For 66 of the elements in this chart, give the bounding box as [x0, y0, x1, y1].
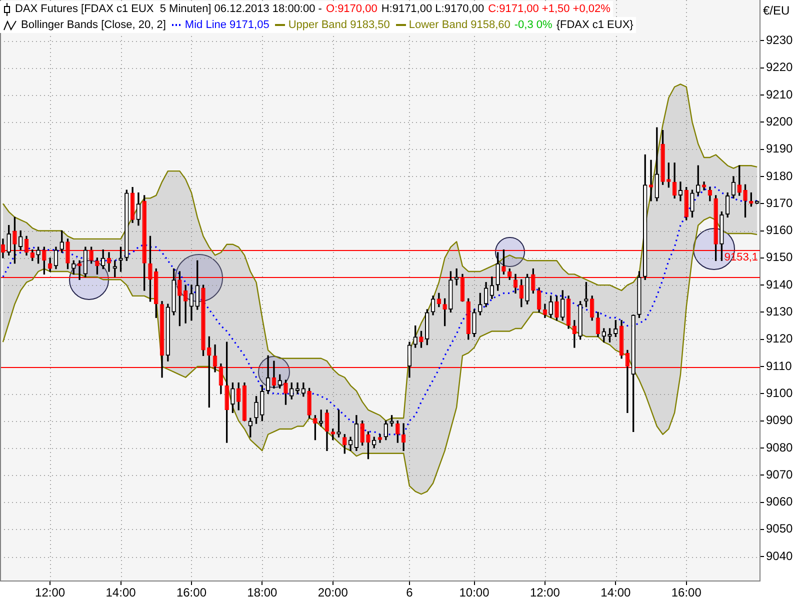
candlestick [690, 190, 694, 218]
legend-label: Mid Line 9171,05 [184, 18, 270, 33]
text: Bollinger Bands [Close, 20, 2] [21, 18, 166, 33]
y-tick-label: 9150 [766, 250, 794, 264]
x-tick-label: 10:00 [459, 586, 490, 600]
candlestick [584, 282, 588, 308]
x-tick-label: 14:00 [106, 586, 136, 600]
y-tick-label: 9210 [766, 87, 794, 102]
x-tick-label: 12:00 [530, 586, 560, 600]
candlestick [313, 415, 318, 440]
x-tick-label: 16:00 [671, 586, 702, 600]
candlestick [637, 271, 642, 318]
annotation: H:9171,00 L:9170,00 [381, 2, 484, 17]
x-tick-label: 14:00 [600, 586, 631, 600]
legend-label: Upper Band 9183,50 [288, 18, 390, 33]
y-tick-label: 9080 [766, 440, 794, 454]
y-tick-label: 9070 [766, 467, 794, 482]
candlestick [525, 274, 530, 304]
y-tick-label: 9190 [766, 142, 794, 156]
x-tick-label: 12:00 [35, 586, 66, 600]
y-tick-label: 9180 [766, 168, 794, 183]
candlestick [442, 298, 447, 326]
candlestick [172, 268, 176, 316]
y-tick-label: 9110 [766, 358, 792, 373]
candlestick [419, 330, 424, 348]
y-tick-label: 9220 [766, 60, 794, 74]
candlestick [472, 309, 476, 337]
chart-title: DAX Futures [FDAX c1 EUX 5 Minuten] 06.12.2013 18:00:00 - [15, 2, 322, 17]
x-tick-label: 6 [406, 586, 414, 600]
candlestick [230, 382, 235, 414]
candlestick [284, 380, 288, 405]
y-tick-label: 9090 [766, 413, 794, 428]
candlestick [648, 160, 654, 202]
candlestick [554, 296, 559, 321]
y-tick-label: 9170 [766, 196, 794, 210]
legend-label: Lower Band 9158,60 [408, 18, 510, 33]
candlestick [578, 301, 582, 340]
y-axis-title: €/EU [763, 3, 790, 18]
candlestick [720, 211, 724, 261]
y-tick-label: 9040 [766, 548, 794, 563]
annotation: C:9171,00 +1,50 +0,02% [488, 2, 610, 17]
y-tick-label: 9160 [766, 223, 794, 238]
candlestick [366, 431, 370, 460]
y-tick-label: 9120 [766, 332, 794, 346]
x-tick-label: 18:00 [247, 586, 278, 600]
y-tick-label: 9200 [766, 114, 794, 128]
y-tick-label: 9060 [766, 494, 794, 509]
x-tick-label: 16:00 [176, 586, 207, 600]
candlestick [254, 396, 258, 424]
x-tick-label: 20:00 [318, 586, 348, 600]
y-tick-label: 9050 [766, 522, 794, 536]
annotation: -0,3 0% [514, 18, 552, 33]
candlestick [307, 388, 312, 418]
annotation: O:9170,00 [326, 2, 378, 17]
candlestick [743, 184, 748, 218]
candlestick [36, 246, 40, 264]
candlestick [95, 258, 100, 275]
y-tick-label: 9130 [766, 304, 794, 319]
candlestick [660, 130, 665, 185]
y-tick-label: 9140 [766, 277, 794, 292]
candlestick [448, 271, 453, 313]
y-tick-label: 9230 [766, 33, 794, 48]
candlestick [201, 284, 206, 356]
y-tick-label: 9100 [766, 386, 794, 400]
candlestick [336, 410, 341, 438]
annotation: {FDAX c1 EUX} [556, 18, 634, 33]
